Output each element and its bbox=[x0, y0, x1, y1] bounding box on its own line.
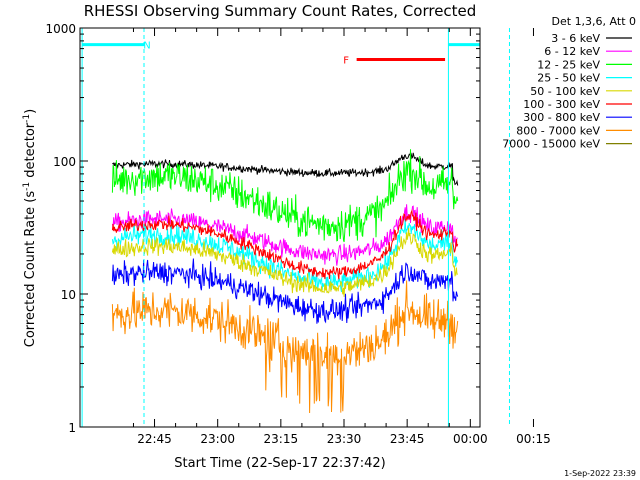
series-line bbox=[111, 280, 459, 414]
x-tick-label: 23:45 bbox=[390, 432, 425, 446]
x-tick-label: 23:00 bbox=[200, 432, 235, 446]
footer-timestamp: 1-Sep-2022 23:39 bbox=[564, 469, 636, 478]
series-layer bbox=[111, 149, 459, 414]
x-tick-label: 00:00 bbox=[453, 432, 488, 446]
y-tick-label: 10 bbox=[61, 288, 76, 302]
legend-entry-label: 300 - 800 keV bbox=[523, 111, 600, 124]
y-axis-label: Corrected Count Rate (s-1 detector-1) bbox=[22, 109, 38, 347]
y-label-main: Corrected Count Rate (s bbox=[23, 191, 38, 348]
x-tick-label: 23:15 bbox=[264, 432, 299, 446]
y-label-sup1: -1 bbox=[22, 182, 32, 191]
legend-entry-label: 7000 - 15000 keV bbox=[502, 138, 600, 151]
legend-entry-label: 3 - 6 keV bbox=[551, 32, 600, 45]
y-tick-label: 1000 bbox=[45, 22, 76, 36]
legend-entry-label: 800 - 7000 keV bbox=[516, 124, 600, 137]
legend-entry-label: 25 - 50 keV bbox=[537, 72, 600, 85]
x-tick-label: 23:30 bbox=[327, 432, 362, 446]
series-line bbox=[111, 258, 459, 324]
legend-entry-label: 12 - 25 keV bbox=[537, 58, 600, 71]
x-tick-label: 22:45 bbox=[137, 432, 172, 446]
legend-title: Det 1,3,6, Att 0 bbox=[552, 15, 636, 28]
night-marker-label: N bbox=[143, 41, 150, 52]
plot-frame bbox=[79, 27, 481, 428]
y-label-sup2: -1 bbox=[22, 114, 32, 123]
series-line bbox=[111, 227, 459, 297]
series-line bbox=[111, 149, 459, 243]
y-tick-label: 100 bbox=[53, 155, 76, 169]
legend-entry-label: 100 - 300 keV bbox=[523, 98, 600, 111]
flare-marker-label: F bbox=[343, 55, 349, 66]
series-line bbox=[111, 218, 459, 293]
y-label-mid: detector bbox=[23, 122, 38, 182]
y-label-end: ) bbox=[23, 109, 38, 114]
chart-title: RHESSI Observing Summary Count Rates, Co… bbox=[84, 2, 477, 20]
x-tick-label: 00:15 bbox=[516, 432, 551, 446]
legend-entry-label: 50 - 100 keV bbox=[530, 85, 600, 98]
series-line bbox=[111, 208, 459, 280]
axis-layer: 22:45 23:00 23:15 23:30 23:45 00:00 00:15 1 10 10… bbox=[45, 22, 550, 446]
y-tick-label: 1 bbox=[68, 421, 76, 435]
x-axis-label: Start Time (22-Sep-17 22:37:42) bbox=[174, 456, 385, 471]
marker-layer: NF bbox=[81, 28, 510, 427]
legend-entry-label: 6 - 12 keV bbox=[544, 45, 600, 58]
